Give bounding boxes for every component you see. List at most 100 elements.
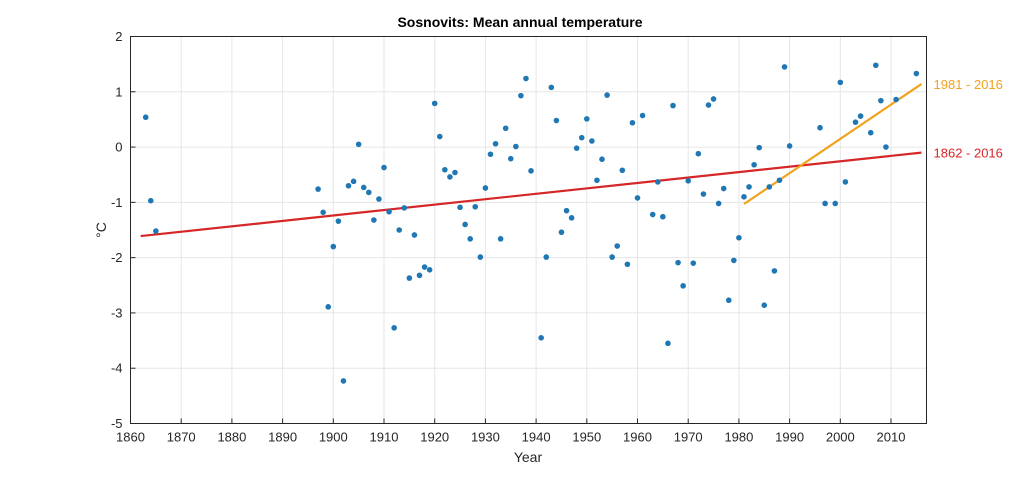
data-point (487, 151, 494, 158)
data-point (543, 254, 550, 260)
data-point (741, 194, 747, 200)
data-point (482, 185, 489, 191)
data-point (436, 133, 443, 140)
y-tick-label: 2 (115, 29, 122, 44)
data-point (680, 283, 686, 289)
data-point (523, 75, 529, 82)
data-point (315, 186, 321, 192)
data-point (350, 178, 357, 185)
x-tick-label: 1880 (217, 430, 246, 445)
data-point (492, 140, 499, 147)
data-point (852, 119, 859, 125)
data-point (913, 70, 920, 77)
data-points (142, 62, 920, 384)
trend-lines (140, 83, 923, 238)
y-tick-label: -5 (111, 416, 123, 431)
y-tick-label: -3 (111, 305, 123, 320)
data-point (715, 200, 722, 207)
data-point (457, 204, 463, 211)
data-point (634, 195, 641, 201)
data-point (578, 134, 585, 141)
y-tick-label: 1 (115, 84, 122, 99)
data-point (817, 124, 823, 131)
data-point (360, 184, 367, 191)
data-point (513, 143, 519, 150)
data-point (619, 167, 626, 174)
x-tick-label: 1950 (572, 430, 601, 445)
data-point (589, 138, 595, 144)
data-point (558, 229, 565, 236)
data-point (786, 143, 793, 149)
trend-line-0 (140, 151, 922, 238)
data-point (320, 209, 326, 216)
data-point (751, 161, 757, 168)
data-point (761, 302, 768, 308)
y-tick-label: -1 (111, 195, 123, 210)
data-point (447, 174, 453, 180)
data-point (756, 144, 762, 151)
data-point (842, 179, 849, 185)
trend-label-0: 1862 - 2016 (934, 146, 1003, 161)
data-point (371, 217, 377, 223)
data-point (670, 102, 676, 109)
data-point (700, 191, 707, 197)
x-tick-label: 2000 (826, 430, 855, 445)
data-point (736, 234, 742, 241)
x-axis-label: Year (514, 449, 543, 465)
y-tick-label: 0 (115, 140, 122, 155)
data-point (832, 200, 839, 207)
data-point (335, 218, 342, 224)
data-point (142, 114, 149, 121)
data-point (624, 261, 631, 268)
data-point (396, 227, 403, 233)
data-point (781, 64, 788, 70)
data-point (421, 264, 428, 270)
data-point (472, 203, 479, 210)
x-tick-label: 1920 (420, 430, 449, 445)
data-point (599, 156, 605, 163)
data-point (431, 100, 438, 107)
data-point (837, 79, 844, 86)
data-point (685, 177, 692, 184)
trend-labels: 1862 - 2016 1981 - 2016 (934, 77, 1003, 161)
data-point (695, 150, 702, 157)
data-point (538, 335, 544, 341)
data-point (507, 155, 514, 162)
chart-title: Sosnovits: Mean annual temperature (397, 14, 642, 30)
data-point (442, 166, 448, 173)
data-point (497, 236, 504, 242)
x-tick-label: 1980 (724, 430, 753, 445)
data-point (878, 97, 884, 104)
data-point (345, 182, 352, 189)
data-point (477, 254, 484, 260)
data-point (766, 184, 773, 190)
trend-line-1 (743, 83, 923, 205)
x-tick-label: 1960 (623, 430, 652, 445)
data-point (462, 221, 468, 228)
data-point (710, 96, 717, 102)
data-point (883, 144, 889, 150)
x-tick-label: 1990 (775, 430, 804, 445)
x-tick-label: 1900 (319, 430, 348, 445)
data-point (502, 125, 509, 132)
data-point (325, 304, 332, 310)
x-tick-label: 2010 (877, 430, 906, 445)
data-point (553, 117, 560, 124)
data-point (452, 169, 458, 176)
data-point (518, 92, 524, 99)
data-point (690, 260, 697, 266)
x-tick-label: 1890 (268, 430, 297, 445)
data-point (776, 177, 783, 184)
data-point (639, 112, 646, 119)
data-point (720, 185, 727, 192)
data-point (614, 243, 621, 249)
data-point (573, 145, 580, 151)
data-point (528, 168, 534, 174)
data-point (609, 254, 615, 260)
data-point (426, 267, 433, 273)
data-point (705, 102, 712, 108)
grid (130, 36, 927, 424)
data-point (725, 297, 732, 304)
x-tick-label: 1870 (167, 430, 196, 445)
